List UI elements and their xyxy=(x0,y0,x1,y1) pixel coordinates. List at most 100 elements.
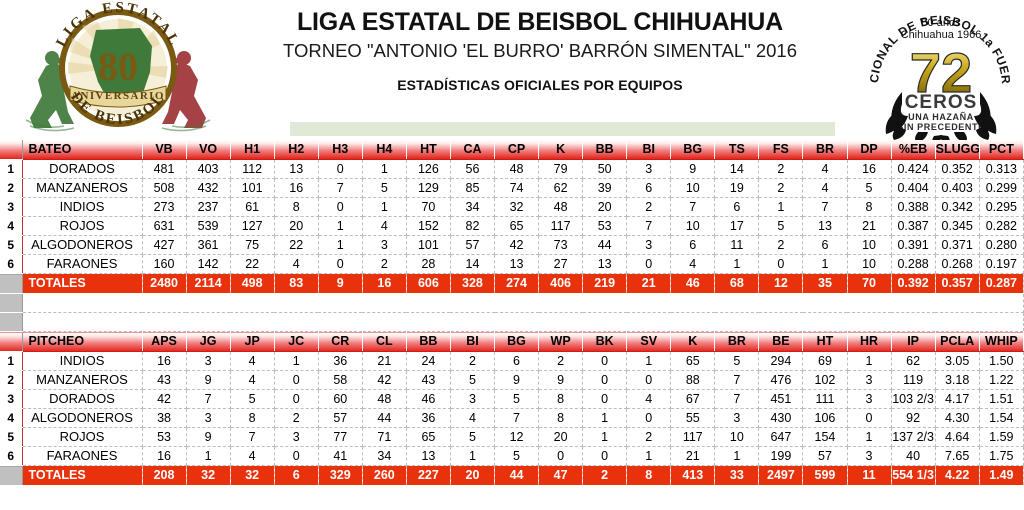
stat-cell: 74 xyxy=(494,178,540,198)
total-cell: 554 1/3 xyxy=(891,465,936,486)
stat-cell: 24 xyxy=(406,351,451,371)
stat-cell: 39 xyxy=(582,178,628,198)
stat-cell: 427 xyxy=(142,235,187,255)
stat-cell: 112 xyxy=(230,159,275,179)
stat-cell: 5 xyxy=(362,178,407,198)
bateo-section-label: BATEO xyxy=(22,140,143,160)
stat-cell: 103 2/3 xyxy=(891,389,936,409)
team-name-cell: ROJOS xyxy=(22,427,143,447)
stat-cell: 1 xyxy=(318,216,363,236)
stat-cell: 152 xyxy=(406,216,451,236)
team-name-cell: INDIOS xyxy=(22,351,143,371)
stat-cell: 111 xyxy=(802,389,848,409)
stat-cell: 0 xyxy=(318,197,363,217)
stat-cell: 4 xyxy=(230,370,275,390)
stat-cell: 0.295 xyxy=(979,197,1024,217)
stat-cell: 101 xyxy=(230,178,275,198)
total-cell: 413 xyxy=(670,465,716,486)
total-cell: 8 xyxy=(626,465,672,486)
stat-cell: 20 xyxy=(274,216,319,236)
stat-cell: 430 xyxy=(758,408,804,428)
bateo-col-header-h1: H1 xyxy=(230,140,275,160)
total-cell: 70 xyxy=(847,273,892,294)
stat-cell: 1.75 xyxy=(979,446,1024,466)
stat-cell: 539 xyxy=(186,216,231,236)
stat-cell: 50 xyxy=(582,159,628,179)
bateo-col-header-k: K xyxy=(538,140,584,160)
total-cell: 606 xyxy=(406,273,451,294)
stat-cell: 403 xyxy=(186,159,231,179)
stat-cell: 7 xyxy=(186,389,231,409)
team-name-cell: ALGODONEROS xyxy=(22,408,143,428)
total-cell: 406 xyxy=(538,273,584,294)
stat-cell: 119 xyxy=(891,370,936,390)
stat-cell: 1.50 xyxy=(979,351,1024,371)
stat-cell: 1.51 xyxy=(979,389,1024,409)
gutter-corner xyxy=(0,140,23,160)
bateo-col-header-bi: BI xyxy=(626,140,672,160)
stat-cell: 42 xyxy=(362,370,407,390)
logo-right-line2: Chihuahua 1966 xyxy=(901,29,982,41)
logo-right-number: 72 xyxy=(910,41,972,104)
pitcheo-col-header-jc: JC xyxy=(274,331,319,352)
stat-cell: 60 xyxy=(318,389,363,409)
pitcheo-col-header-sv: SV xyxy=(626,331,672,352)
table-row: 6 FARAONES 16 1 4 0 41 34 13 1 5 0 0 1 21 1 199 57 3 40 7.65… xyxy=(0,446,1024,466)
stat-cell: 82 xyxy=(450,216,496,236)
bateo-col-header-h4: H4 xyxy=(362,140,407,160)
stat-cell: 117 xyxy=(538,216,584,236)
pitcheo-col-header-cl: CL xyxy=(362,331,407,352)
row-number-cell: 3 xyxy=(0,197,23,217)
stat-cell: 57 xyxy=(802,446,848,466)
stat-cell: 75 xyxy=(230,235,275,255)
logo-right-sub1: UNA HAZAÑA xyxy=(908,112,974,122)
bateo-totals-row: TOTALES 2480 2114 498 83 9 16 606 328 274 406 219 21… xyxy=(0,273,1024,294)
stat-cell: 6 xyxy=(714,197,760,217)
stat-cell: 7 xyxy=(626,216,672,236)
stat-cell: 2 xyxy=(758,178,804,198)
total-cell: 0.287 xyxy=(979,273,1024,294)
table-row: 5 ALGODONEROS 427 361 75 22 1 3 101 57 42 73 44 3 6 11 2… xyxy=(0,235,1024,255)
stat-cell: 65 xyxy=(494,216,540,236)
stat-cell: 7 xyxy=(714,370,760,390)
stat-cell: 0.280 xyxy=(979,235,1024,255)
stat-cell: 0.424 xyxy=(891,159,936,179)
stat-cell: 5 xyxy=(494,389,540,409)
row-number-cell: 4 xyxy=(0,408,23,428)
stat-cell: 4.17 xyxy=(935,389,980,409)
stat-cell: 48 xyxy=(538,197,584,217)
total-cell: 12 xyxy=(758,273,804,294)
stat-cell: 22 xyxy=(274,235,319,255)
stat-cell: 10 xyxy=(847,254,892,274)
stat-cell: 40 xyxy=(891,446,936,466)
pitcheo-col-header-hr: HR xyxy=(847,331,892,352)
stat-cell: 0.299 xyxy=(979,178,1024,198)
stat-cell: 77 xyxy=(318,427,363,447)
stat-cell: 7 xyxy=(318,178,363,198)
tournament-subtitle: TORNEO "ANTONIO 'EL BURRO' BARRÓN SIMENT… xyxy=(283,39,797,61)
stat-cell: 6 xyxy=(670,235,716,255)
row-number-cell: 4 xyxy=(0,216,23,236)
stat-cell: 42 xyxy=(142,389,187,409)
team-name-cell: FARAONES xyxy=(22,446,143,466)
stat-cell: 69 xyxy=(802,351,848,371)
total-cell: 83 xyxy=(274,273,319,294)
stat-cell: 53 xyxy=(142,427,187,447)
stat-cell: 10 xyxy=(670,178,716,198)
stat-cell: 8 xyxy=(274,197,319,217)
stat-cell: 199 xyxy=(758,446,804,466)
pitcheo-col-header-bk: BK xyxy=(582,331,628,352)
stat-cell: 14 xyxy=(450,254,496,274)
stat-cell: 0 xyxy=(318,254,363,274)
stat-cell: 13 xyxy=(802,216,848,236)
team-name-cell: DORADOS xyxy=(22,389,143,409)
total-cell: 2 xyxy=(582,465,628,486)
stat-cell: 126 xyxy=(406,159,451,179)
bateo-col-header-bb: BB xyxy=(582,140,628,160)
stat-cell: 62 xyxy=(538,178,584,198)
stat-cell: 0.404 xyxy=(891,178,936,198)
stat-cell: 48 xyxy=(494,159,540,179)
pitcheo-col-header-be: BE xyxy=(758,331,804,352)
stat-cell: 1 xyxy=(186,446,231,466)
total-cell: 274 xyxy=(494,273,540,294)
